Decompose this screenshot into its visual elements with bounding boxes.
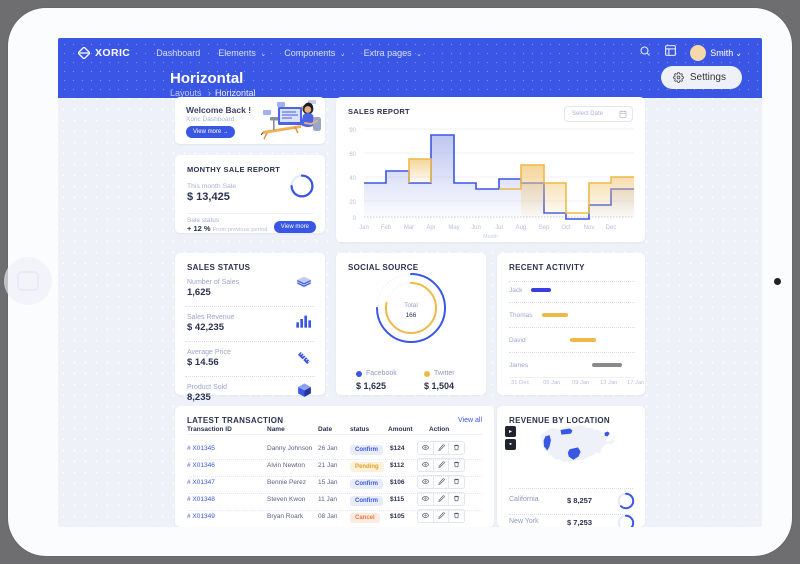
svg-text:Dec: Dec: [606, 225, 617, 231]
svg-text:Jul: Jul: [495, 225, 503, 231]
svg-text:Mar: Mar: [404, 225, 414, 231]
svg-text:20: 20: [349, 200, 356, 206]
svg-text:Jun: Jun: [471, 225, 481, 231]
svg-text:Nov: Nov: [584, 225, 595, 231]
svg-text:40: 40: [349, 176, 356, 182]
svg-text:Jan: Jan: [359, 225, 369, 231]
svg-text:0: 0: [353, 216, 357, 222]
svg-text:May: May: [448, 225, 459, 231]
svg-text:Sep: Sep: [539, 225, 550, 231]
svg-text:Feb: Feb: [381, 225, 392, 231]
svg-text:Aug: Aug: [516, 225, 527, 231]
svg-text:60: 60: [349, 152, 356, 158]
svg-text:166: 166: [406, 312, 417, 319]
svg-text:90: 90: [349, 128, 356, 134]
svg-text:Total: Total: [404, 302, 418, 309]
svg-text:Oct: Oct: [561, 225, 571, 231]
svg-text:Apr: Apr: [426, 225, 435, 231]
